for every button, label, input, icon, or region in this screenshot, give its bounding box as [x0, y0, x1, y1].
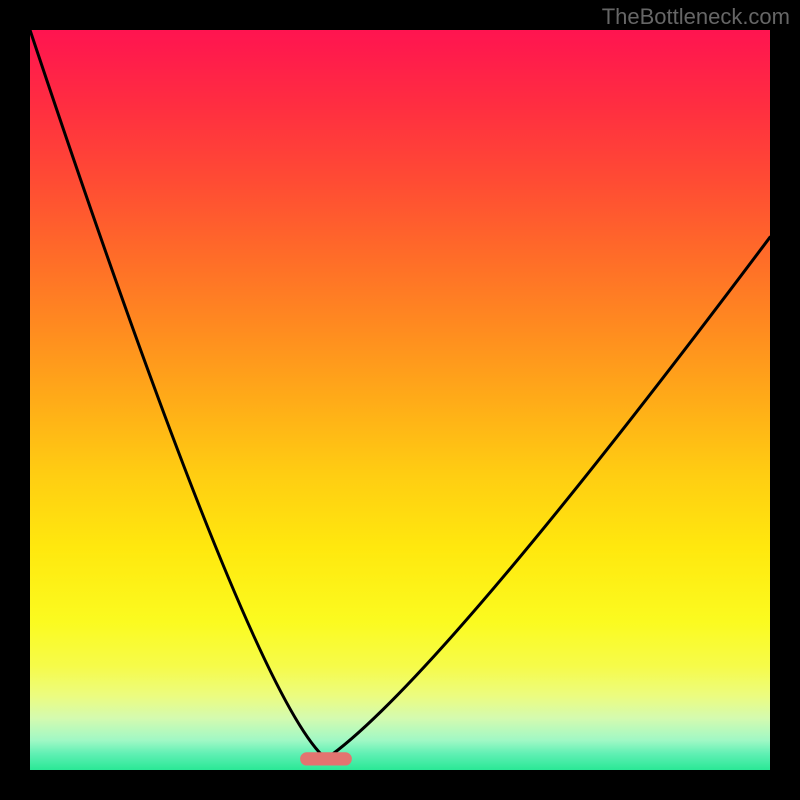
vertex-marker: [300, 752, 352, 765]
plot-area: [30, 30, 770, 770]
chart-container: TheBottleneck.com: [0, 0, 800, 800]
watermark-text: TheBottleneck.com: [602, 4, 790, 30]
plot-svg: [30, 30, 770, 770]
plot-background: [30, 30, 770, 770]
